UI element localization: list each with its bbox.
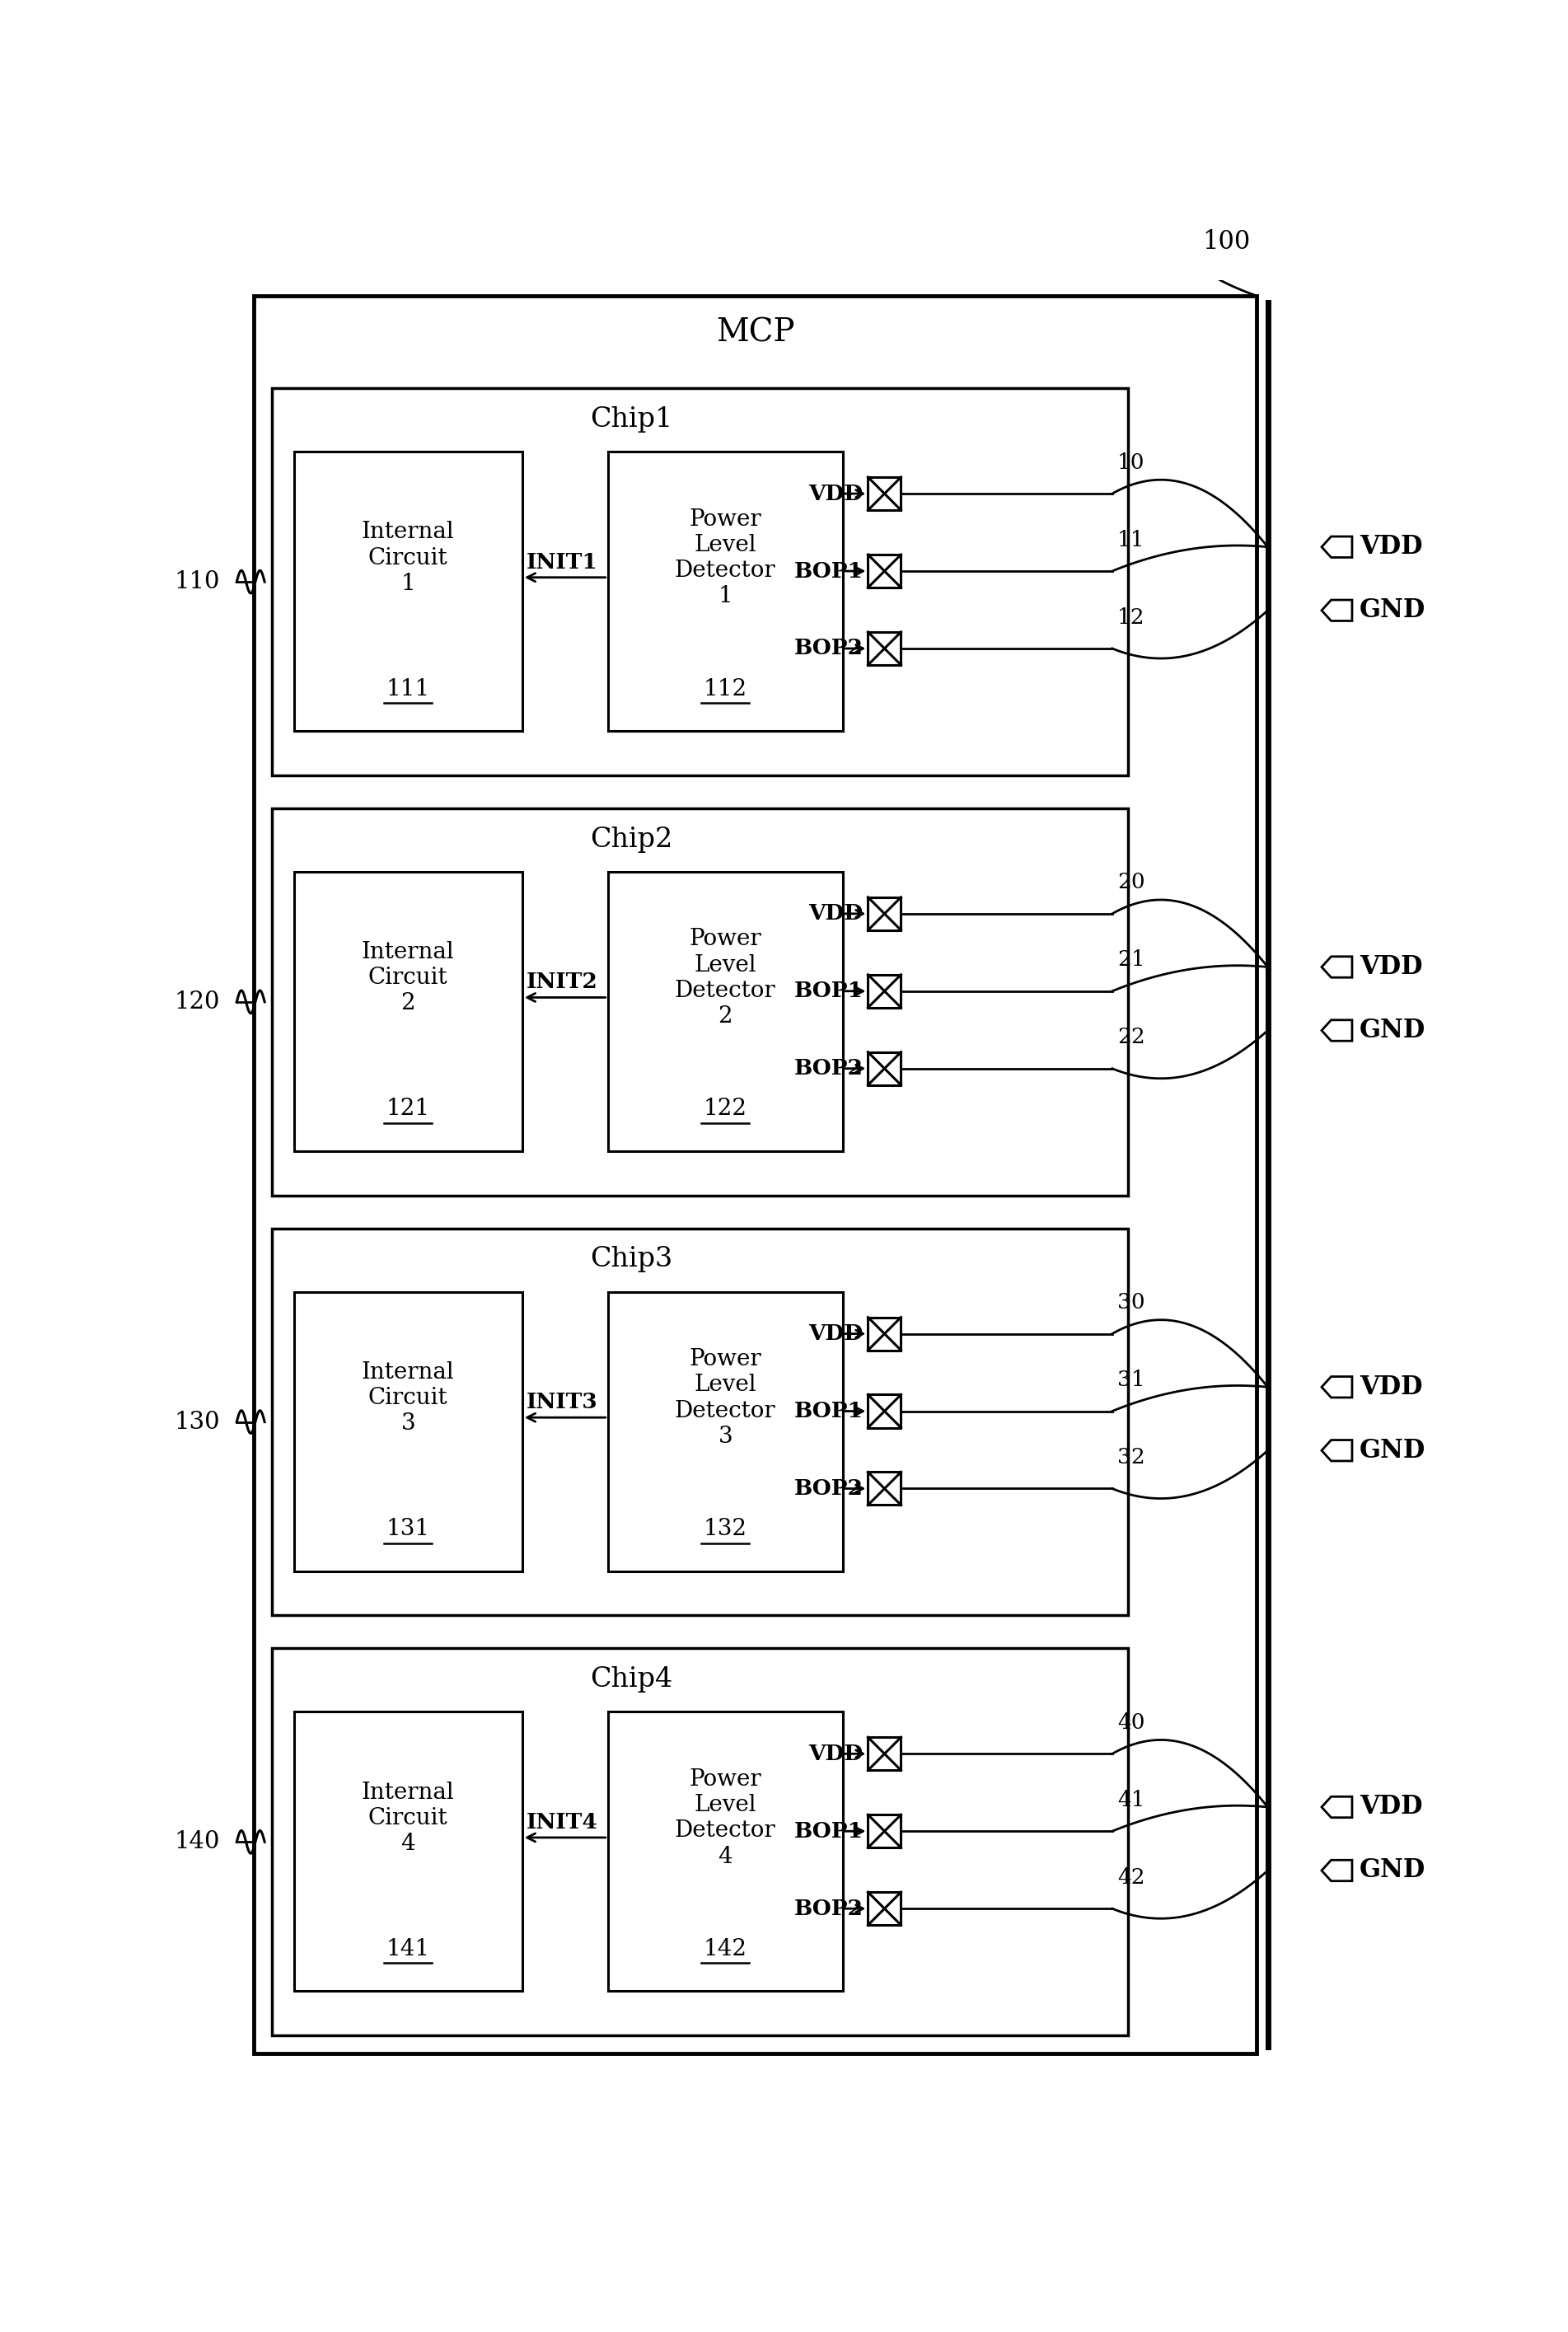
Text: 140: 140 — [174, 1831, 220, 1854]
Text: Chip2: Chip2 — [590, 826, 673, 854]
Polygon shape — [1322, 1796, 1352, 1817]
Text: 11: 11 — [1118, 529, 1145, 550]
Text: Power
Level
Detector
4: Power Level Detector 4 — [674, 1768, 776, 1868]
Text: 10: 10 — [1118, 452, 1145, 473]
Bar — [869, 898, 902, 930]
Bar — [869, 478, 902, 511]
Polygon shape — [1322, 599, 1352, 620]
Text: 122: 122 — [704, 1098, 746, 1119]
Polygon shape — [1322, 1861, 1352, 1882]
Text: 12: 12 — [1118, 606, 1145, 627]
Bar — [869, 975, 902, 1007]
Bar — [271, 809, 1127, 1196]
Text: BOP2: BOP2 — [793, 639, 862, 658]
Text: VDD: VDD — [809, 902, 862, 923]
Text: Internal
Circuit
3: Internal Circuit 3 — [362, 1362, 455, 1434]
Text: BOP2: BOP2 — [793, 1478, 862, 1499]
Bar — [293, 1712, 522, 1992]
Text: INIT3: INIT3 — [527, 1392, 597, 1413]
Bar — [293, 452, 522, 730]
Text: 131: 131 — [386, 1518, 430, 1541]
Text: 100: 100 — [1203, 229, 1250, 254]
Text: BOP2: BOP2 — [793, 1059, 862, 1080]
Bar — [869, 1891, 902, 1926]
Text: 111: 111 — [386, 679, 430, 700]
Text: BOP1: BOP1 — [793, 560, 862, 581]
Text: Chip4: Chip4 — [590, 1667, 673, 1693]
Text: VDD: VDD — [809, 1325, 862, 1343]
Polygon shape — [1322, 536, 1352, 557]
Bar — [869, 1318, 902, 1350]
Text: Power
Level
Detector
2: Power Level Detector 2 — [674, 928, 776, 1028]
Text: 141: 141 — [386, 1938, 430, 1961]
Text: INIT2: INIT2 — [527, 972, 597, 993]
Text: VDD: VDD — [1359, 534, 1422, 560]
Text: VDD: VDD — [1359, 954, 1422, 979]
Text: 130: 130 — [174, 1411, 220, 1434]
Text: BOP1: BOP1 — [793, 1402, 862, 1423]
Text: BOP1: BOP1 — [793, 982, 862, 1000]
Text: Internal
Circuit
1: Internal Circuit 1 — [362, 520, 455, 595]
Bar — [869, 1052, 902, 1084]
Bar — [869, 632, 902, 665]
Bar — [608, 452, 842, 730]
Text: VDD: VDD — [1359, 1793, 1422, 1819]
Text: MCP: MCP — [715, 317, 795, 347]
Text: 132: 132 — [704, 1518, 746, 1541]
Bar — [608, 1292, 842, 1572]
Text: 30: 30 — [1118, 1292, 1145, 1313]
Text: 40: 40 — [1118, 1712, 1145, 1733]
Text: GND: GND — [1359, 1017, 1425, 1042]
Text: GND: GND — [1359, 1439, 1425, 1462]
Text: 142: 142 — [704, 1938, 746, 1961]
Text: Power
Level
Detector
3: Power Level Detector 3 — [674, 1348, 776, 1448]
Bar — [869, 1471, 902, 1504]
Polygon shape — [1322, 1441, 1352, 1460]
Text: GND: GND — [1359, 1859, 1425, 1884]
Polygon shape — [1322, 1019, 1352, 1040]
Text: Chip3: Chip3 — [590, 1245, 673, 1273]
Text: 32: 32 — [1118, 1448, 1145, 1467]
Text: 121: 121 — [386, 1098, 430, 1119]
Text: INIT4: INIT4 — [527, 1812, 599, 1833]
Bar — [271, 1649, 1127, 2036]
Bar — [271, 1229, 1127, 1616]
Bar — [869, 555, 902, 588]
Text: 20: 20 — [1118, 872, 1145, 893]
Bar — [869, 1814, 902, 1847]
Text: 120: 120 — [174, 991, 220, 1014]
Text: VDD: VDD — [809, 483, 862, 504]
Polygon shape — [1322, 956, 1352, 977]
Bar — [254, 296, 1256, 2052]
Text: 31: 31 — [1118, 1369, 1145, 1390]
Text: GND: GND — [1359, 597, 1425, 623]
Bar — [271, 389, 1127, 774]
Text: 112: 112 — [704, 679, 746, 700]
Text: BOP1: BOP1 — [793, 1821, 862, 1842]
Bar — [608, 872, 842, 1152]
Text: Chip1: Chip1 — [590, 406, 673, 431]
Bar — [869, 1737, 902, 1770]
Bar — [293, 872, 522, 1152]
Bar — [293, 1292, 522, 1572]
Text: BOP2: BOP2 — [793, 1898, 862, 1919]
Text: Internal
Circuit
4: Internal Circuit 4 — [362, 1782, 455, 1854]
Text: VDD: VDD — [809, 1744, 862, 1763]
Text: VDD: VDD — [1359, 1374, 1422, 1399]
Text: 42: 42 — [1118, 1868, 1145, 1887]
Text: 41: 41 — [1118, 1789, 1145, 1810]
Text: Power
Level
Detector
1: Power Level Detector 1 — [674, 508, 776, 609]
Text: Internal
Circuit
2: Internal Circuit 2 — [362, 942, 455, 1014]
Polygon shape — [1322, 1376, 1352, 1397]
Bar — [608, 1712, 842, 1992]
Text: 22: 22 — [1118, 1026, 1145, 1047]
Bar — [869, 1395, 902, 1427]
Text: INIT1: INIT1 — [527, 553, 597, 571]
Text: 21: 21 — [1118, 949, 1145, 970]
Text: 110: 110 — [174, 571, 220, 592]
